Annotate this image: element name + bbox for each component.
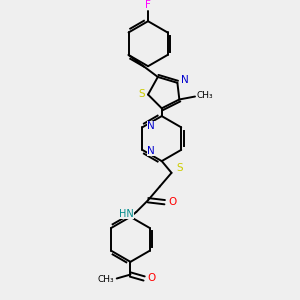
Text: CH₃: CH₃	[98, 275, 114, 284]
Text: O: O	[148, 274, 156, 284]
Text: S: S	[176, 163, 183, 173]
Text: HN: HN	[119, 209, 134, 219]
Text: N: N	[147, 146, 155, 156]
Text: F: F	[145, 0, 151, 10]
Text: N: N	[181, 75, 189, 85]
Text: N: N	[147, 122, 155, 131]
Text: CH₃: CH₃	[196, 91, 213, 100]
Text: S: S	[138, 88, 145, 99]
Text: O: O	[168, 197, 177, 207]
